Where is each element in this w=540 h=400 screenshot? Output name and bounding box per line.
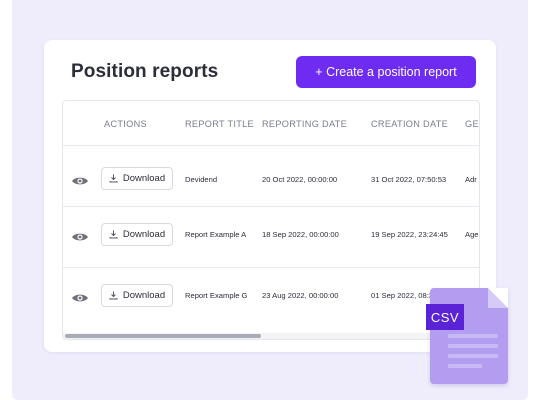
column-header-actions: ACTIONS — [104, 119, 147, 129]
download-icon — [109, 174, 118, 183]
eye-icon[interactable] — [71, 292, 89, 304]
csv-label: CSV — [426, 304, 464, 330]
download-label: Download — [122, 229, 166, 240]
reporting-date: 18 Sep 2022, 00:00:00 — [262, 230, 339, 239]
csv-file-illustration: CSV — [426, 288, 512, 388]
download-button[interactable]: Download — [101, 284, 173, 307]
create-position-report-button[interactable]: + Create a position report — [296, 56, 476, 88]
column-header-reporting-date: REPORTING DATE — [262, 119, 348, 129]
creation-date: 19 Sep 2022, 23:24:45 — [371, 230, 448, 239]
download-icon — [109, 230, 118, 239]
page-title: Position reports — [71, 61, 219, 82]
generated-by: Age — [465, 230, 479, 239]
table-row: Download Report Example G 23 Aug 2022, 0… — [63, 268, 479, 328]
creation-date: 31 Oct 2022, 07:50:53 — [371, 175, 447, 184]
report-title: Report Example A — [185, 230, 247, 239]
download-button[interactable]: Download — [101, 223, 173, 246]
reporting-date: 20 Oct 2022, 00:00:00 — [262, 175, 338, 184]
download-label: Download — [122, 173, 166, 184]
position-reports-card: Position reports + Create a position rep… — [44, 40, 496, 352]
download-button[interactable]: Download — [101, 167, 173, 190]
horizontal-scrollbar[interactable] — [63, 333, 479, 339]
download-icon — [109, 291, 118, 300]
reports-table: ACTIONS REPORT TITLE REPORTING DATE CREA… — [62, 100, 480, 340]
generated-by: Adr — [465, 175, 477, 184]
table-row: Download Report Example A 18 Sep 2022, 0… — [63, 207, 479, 268]
page-fold — [488, 288, 508, 308]
eye-icon[interactable] — [71, 175, 89, 187]
download-label: Download — [122, 290, 166, 301]
column-header-creation-date: CREATION DATE — [371, 119, 449, 129]
column-header-generated-by: GE — [465, 119, 479, 129]
report-title: Report Example G — [185, 291, 248, 300]
scrollbar-thumb[interactable] — [65, 334, 261, 338]
creation-date: 01 Sep 2022, 08:36 — [371, 291, 438, 300]
report-title: Devidend — [185, 175, 218, 184]
column-header-report-title: REPORT TITLE — [185, 119, 254, 129]
reporting-date: 23 Aug 2022, 00:00:00 — [262, 291, 339, 300]
table-header: ACTIONS REPORT TITLE REPORTING DATE CREA… — [63, 101, 479, 146]
table-row: Download Devidend 20 Oct 2022, 00:00:00 … — [63, 146, 479, 207]
eye-icon[interactable] — [71, 231, 89, 243]
